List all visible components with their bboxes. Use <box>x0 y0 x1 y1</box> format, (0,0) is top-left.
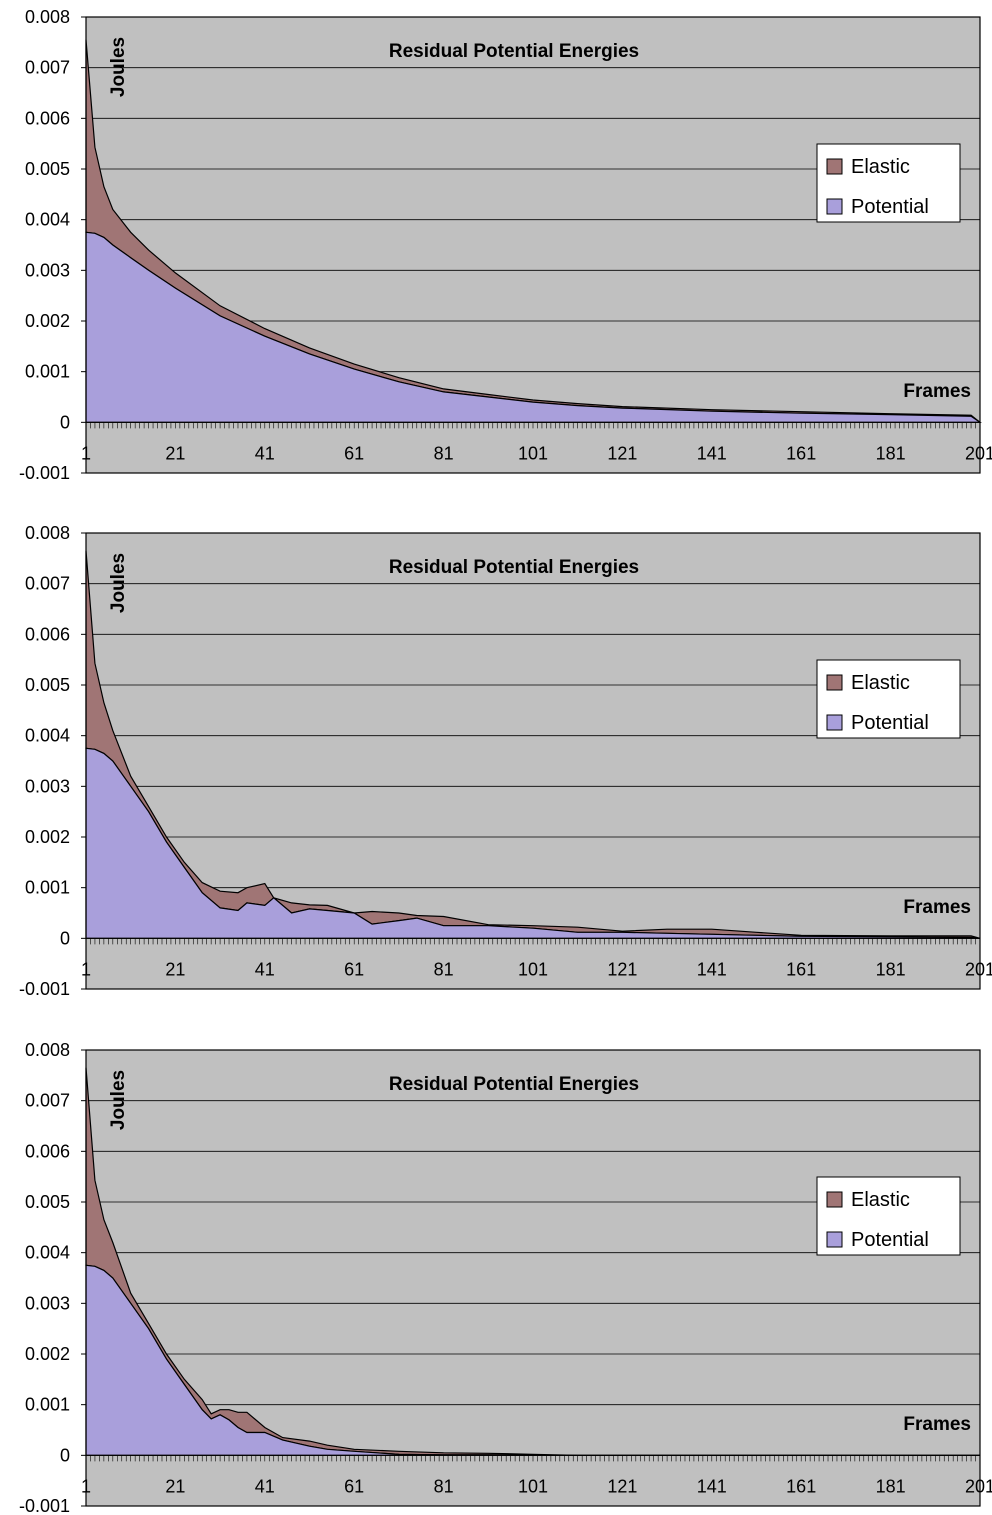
legend-label: Elastic <box>851 156 910 178</box>
x-tick-label: 101 <box>518 1476 548 1496</box>
legend-swatch <box>826 1231 843 1248</box>
y-axis-label: Joules <box>108 1070 129 1130</box>
plot-border <box>85 1049 981 1507</box>
chart-title: Residual Potential Energies <box>389 41 639 62</box>
y-tick-label: 0.006 <box>25 108 70 128</box>
series-potential-area <box>85 747 981 939</box>
y-tick-label: 0 <box>60 928 70 948</box>
y-tick-label: 0 <box>60 412 70 432</box>
x-tick-label: 101 <box>518 959 548 979</box>
chart-panel-2: -0.001 0 0.001 0.002 0.003 0.004 0.005 0.006 0.0… <box>19 523 992 999</box>
legend: Elastic Potential <box>816 659 961 739</box>
x-tick-label: 21 <box>165 1476 185 1496</box>
y-tick-label: 0.001 <box>25 1395 70 1415</box>
y-axis-label: Joules <box>108 553 129 613</box>
x-axis-label: Frames <box>903 381 971 402</box>
x-tick-label: 1 <box>81 959 91 979</box>
x-tick-label: 141 <box>697 1476 727 1496</box>
y-tick-label: 0.006 <box>25 624 70 644</box>
x-tick-label: 201 <box>965 959 992 979</box>
x-tick-label: 1 <box>81 1476 91 1496</box>
y-tick-label: -0.001 <box>19 979 70 999</box>
x-tick-label: 161 <box>786 1476 816 1496</box>
x-tick-label: 61 <box>344 443 364 463</box>
y-tick-label: 0.005 <box>25 1192 70 1212</box>
legend-swatch <box>826 674 843 691</box>
legend-swatch <box>826 158 843 175</box>
y-tick-label: 0.008 <box>25 1040 70 1060</box>
x-tick-label: 201 <box>965 443 992 463</box>
legend-swatch <box>826 1191 843 1208</box>
x-axis-label: Frames <box>903 897 971 918</box>
x-tick-label: 121 <box>607 1476 637 1496</box>
legend-label: Potential <box>851 1229 929 1251</box>
plot-border <box>85 16 981 474</box>
y-tick-label: 0.002 <box>25 1344 70 1364</box>
x-tick-label: 121 <box>607 443 637 463</box>
x-tick-label: 141 <box>697 443 727 463</box>
y-tick-label: 0.001 <box>25 878 70 898</box>
x-tick-label: 181 <box>876 1476 906 1496</box>
series-potential-area <box>85 231 982 423</box>
legend: Elastic Potential <box>816 1176 961 1256</box>
x-tick-label: 41 <box>255 959 275 979</box>
y-tick-label: 0.001 <box>25 362 70 382</box>
chart-title: Residual Potential Energies <box>389 557 639 578</box>
x-axis-label: Frames <box>903 1414 971 1435</box>
chart-panel-3: -0.001 0 0.001 0.002 0.003 0.004 0.005 0.006 0.0… <box>19 1040 992 1515</box>
y-tick-label: 0.004 <box>25 210 70 230</box>
y-tick-label: -0.001 <box>19 1496 70 1515</box>
x-tick-label: 21 <box>165 443 185 463</box>
y-tick-label: 0.002 <box>25 827 70 847</box>
chart-title: Residual Potential Energies <box>389 1074 639 1095</box>
x-tick-label: 1 <box>81 443 91 463</box>
legend-label: Elastic <box>851 1189 910 1211</box>
x-tick-label: 181 <box>876 443 906 463</box>
x-tick-label: 21 <box>165 959 185 979</box>
y-tick-label: 0.007 <box>25 574 70 594</box>
x-tick-label: 161 <box>786 443 816 463</box>
y-tick-label: 0.003 <box>25 260 70 280</box>
plot-border <box>85 532 981 990</box>
x-tick-label: 161 <box>786 959 816 979</box>
y-tick-label: 0.005 <box>25 159 70 179</box>
legend-swatch <box>826 714 843 731</box>
y-tick-label: 0.004 <box>25 726 70 746</box>
x-tick-label: 121 <box>607 959 637 979</box>
y-tick-label: 0.006 <box>25 1141 70 1161</box>
x-tick-label: 81 <box>434 1476 454 1496</box>
y-tick-label: 0.005 <box>25 675 70 695</box>
y-tick-label: 0.007 <box>25 1091 70 1111</box>
y-tick-label: 0 <box>60 1445 70 1465</box>
x-tick-label: 101 <box>518 443 548 463</box>
x-tick-label: 41 <box>255 1476 275 1496</box>
y-axis-label: Joules <box>108 37 129 97</box>
y-tick-label: 0.003 <box>25 776 70 796</box>
x-tick-label: 141 <box>697 959 727 979</box>
y-tick-label: 0.002 <box>25 311 70 331</box>
legend-label: Elastic <box>851 672 910 694</box>
x-tick-label: 81 <box>434 443 454 463</box>
y-tick-label: 0.008 <box>25 7 70 27</box>
y-tick-label: 0.008 <box>25 523 70 543</box>
legend: Elastic Potential <box>816 143 961 223</box>
legend-label: Potential <box>851 712 929 734</box>
y-tick-label: -0.001 <box>19 463 70 483</box>
x-tick-label: 81 <box>434 959 454 979</box>
x-tick-label: 61 <box>344 1476 364 1496</box>
chart-panel-1: -0.001 0 0.001 0.002 0.003 0.004 0.005 0.006 0.0… <box>19 7 992 483</box>
legend-swatch <box>826 198 843 215</box>
x-tick-label: 41 <box>255 443 275 463</box>
y-tick-label: 0.007 <box>25 58 70 78</box>
legend-label: Potential <box>851 196 929 218</box>
y-tick-label: 0.003 <box>25 1293 70 1313</box>
x-tick-label: 181 <box>876 959 906 979</box>
x-tick-label: 61 <box>344 959 364 979</box>
x-tick-label: 201 <box>965 1476 992 1496</box>
y-tick-label: 0.004 <box>25 1243 70 1263</box>
